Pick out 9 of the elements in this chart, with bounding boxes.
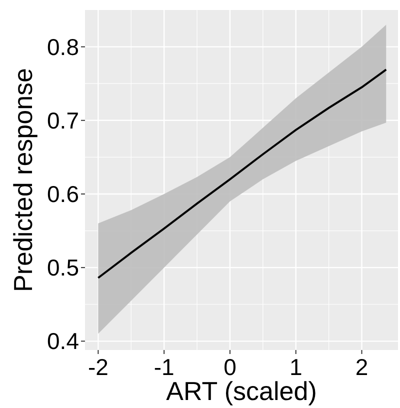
y-tick-label: 0.8 — [47, 34, 79, 60]
line-series — [97, 68, 388, 279]
y-tick-label: 0.7 — [47, 107, 79, 134]
y-tick-label: 0.5 — [47, 254, 79, 281]
x-tick-label: 2 — [355, 354, 368, 380]
x-tick-label: -2 — [88, 354, 108, 380]
y-axis-title: Predicted response — [8, 68, 38, 292]
y-tick-label: 0.6 — [47, 181, 79, 208]
y-tick-label: 0.4 — [47, 328, 80, 354]
